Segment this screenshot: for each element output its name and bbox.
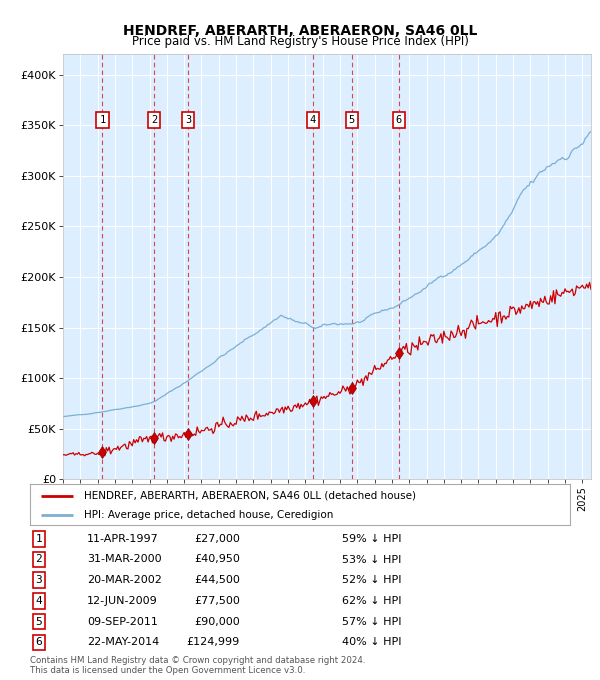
Text: Contains HM Land Registry data © Crown copyright and database right 2024.: Contains HM Land Registry data © Crown c… bbox=[30, 656, 365, 665]
Text: 2: 2 bbox=[35, 554, 43, 564]
Text: This data is licensed under the Open Government Licence v3.0.: This data is licensed under the Open Gov… bbox=[30, 666, 305, 675]
Text: HENDREF, ABERARTH, ABERAERON, SA46 0LL (detached house): HENDREF, ABERARTH, ABERAERON, SA46 0LL (… bbox=[84, 490, 416, 500]
Text: 53% ↓ HPI: 53% ↓ HPI bbox=[342, 554, 401, 564]
Text: 20-MAR-2002: 20-MAR-2002 bbox=[87, 575, 162, 585]
Text: £77,500: £77,500 bbox=[194, 596, 240, 606]
Text: 1: 1 bbox=[35, 534, 43, 544]
Text: 22-MAY-2014: 22-MAY-2014 bbox=[87, 637, 159, 647]
Text: 40% ↓ HPI: 40% ↓ HPI bbox=[342, 637, 401, 647]
Text: £44,500: £44,500 bbox=[194, 575, 240, 585]
Text: 52% ↓ HPI: 52% ↓ HPI bbox=[342, 575, 401, 585]
Text: £90,000: £90,000 bbox=[194, 617, 240, 627]
Text: HENDREF, ABERARTH, ABERAERON, SA46 0LL: HENDREF, ABERARTH, ABERAERON, SA46 0LL bbox=[123, 24, 477, 38]
Text: £27,000: £27,000 bbox=[194, 534, 240, 544]
Text: 6: 6 bbox=[35, 637, 43, 647]
Text: 5: 5 bbox=[349, 115, 355, 125]
Text: 62% ↓ HPI: 62% ↓ HPI bbox=[342, 596, 401, 606]
Text: 6: 6 bbox=[395, 115, 402, 125]
Text: 09-SEP-2011: 09-SEP-2011 bbox=[87, 617, 158, 627]
Text: 12-JUN-2009: 12-JUN-2009 bbox=[87, 596, 158, 606]
Text: 5: 5 bbox=[35, 617, 43, 627]
Text: 2: 2 bbox=[151, 115, 157, 125]
Text: 31-MAR-2000: 31-MAR-2000 bbox=[87, 554, 161, 564]
Text: 3: 3 bbox=[35, 575, 43, 585]
Text: 3: 3 bbox=[185, 115, 191, 125]
Text: 4: 4 bbox=[35, 596, 43, 606]
Text: £40,950: £40,950 bbox=[194, 554, 240, 564]
Text: 59% ↓ HPI: 59% ↓ HPI bbox=[342, 534, 401, 544]
Text: £124,999: £124,999 bbox=[187, 637, 240, 647]
Text: 1: 1 bbox=[100, 115, 106, 125]
Text: 11-APR-1997: 11-APR-1997 bbox=[87, 534, 159, 544]
Text: Price paid vs. HM Land Registry's House Price Index (HPI): Price paid vs. HM Land Registry's House … bbox=[131, 35, 469, 48]
Text: HPI: Average price, detached house, Ceredigion: HPI: Average price, detached house, Cere… bbox=[84, 510, 334, 520]
Text: 57% ↓ HPI: 57% ↓ HPI bbox=[342, 617, 401, 627]
Text: 4: 4 bbox=[310, 115, 316, 125]
